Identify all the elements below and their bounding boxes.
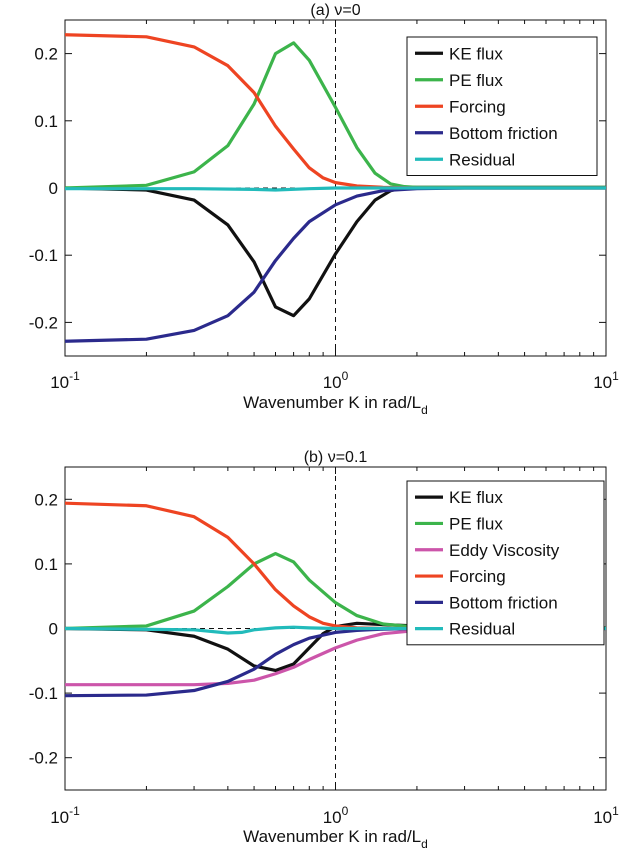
y-tick-label: 0.1 (34, 555, 58, 574)
x-tick-label: 100 (323, 369, 349, 392)
panel-b: (b) ν=0.1-0.2-0.100.10.210-1 100 101Wavenu… (29, 449, 619, 851)
legend-label: Forcing (449, 567, 506, 586)
x-axis-label-main: Wavenumber K in rad/L (243, 393, 421, 412)
chart-title: (b) ν=0.1 (304, 449, 368, 466)
x-tick-base: 10 (323, 373, 342, 392)
series-group (65, 501, 606, 698)
x-tick-exponent: 0 (342, 804, 349, 818)
x-axis-label: Wavenumber K in rad/Ld (243, 393, 428, 417)
y-tick-label: -0.1 (29, 246, 58, 265)
panel-a: (a) ν=0-0.2-0.100.10.210-1 100 101Wavenumb… (29, 2, 619, 417)
x-tick-base: 10 (593, 808, 612, 827)
x-tick-base: 10 (50, 373, 69, 392)
y-tick-label: 0 (49, 179, 58, 198)
legend-label: Eddy Viscosity (449, 541, 560, 560)
legend-label: KE flux (449, 488, 503, 507)
y-tick-label: 0.1 (34, 112, 58, 131)
legend-label: KE flux (449, 44, 503, 63)
series-line-residual (65, 625, 606, 635)
x-axis-label-main: Wavenumber K in rad/L (243, 827, 421, 846)
x-tick-label: 100 (323, 804, 349, 827)
x-tick-label: 10-1 (50, 804, 80, 827)
legend-label: Residual (449, 150, 515, 169)
series-group (65, 33, 606, 343)
legend-label: Residual (449, 620, 515, 639)
y-tick-label: 0 (49, 620, 58, 639)
x-tick-label: 10-1 (50, 369, 80, 392)
x-axis-label-subscript: d (421, 403, 428, 417)
x-tick-exponent: 1 (612, 804, 619, 818)
y-tick-label: -0.1 (29, 684, 58, 703)
x-tick-label: 101 (593, 369, 619, 392)
x-tick-base: 10 (50, 808, 69, 827)
legend-label: Forcing (449, 97, 506, 116)
series-line-residual (65, 186, 606, 192)
legend: KE flux PE flux Eddy Viscosity Forcing Botto… (406, 480, 605, 646)
x-tick-exponent: 0 (342, 369, 349, 383)
legend-label: Bottom friction (449, 593, 558, 612)
legend-label: PE flux (449, 71, 503, 90)
x-axis-label: Wavenumber K in rad/Ld (243, 827, 428, 851)
x-tick-exponent: 1 (612, 369, 619, 383)
legend-label: PE flux (449, 514, 503, 533)
legend-box (406, 480, 605, 646)
y-tick-label: -0.2 (29, 313, 58, 332)
legend: KE flux PE flux Forcing Bottom friction Resi… (406, 36, 598, 176)
legend-label: Bottom friction (449, 124, 558, 143)
x-tick-exponent: -1 (69, 369, 80, 383)
y-tick-label: -0.2 (29, 749, 58, 768)
x-tick-base: 10 (323, 808, 342, 827)
x-axis-label-subscript: d (421, 837, 428, 851)
y-tick-label: 0.2 (34, 45, 58, 64)
x-tick-label: 101 (593, 804, 619, 827)
x-tick-base: 10 (593, 373, 612, 392)
chart-title: (a) ν=0 (310, 2, 360, 19)
x-tick-exponent: -1 (69, 804, 80, 818)
y-tick-label: 0.2 (34, 490, 58, 509)
